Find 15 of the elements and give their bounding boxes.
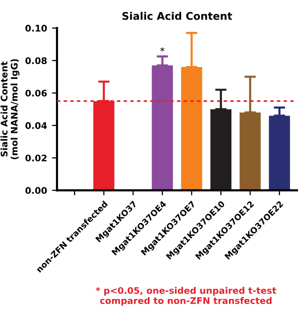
y-tick-label: 0.06 <box>25 90 47 97</box>
y-tick-label: 0.02 <box>25 154 46 162</box>
y-tick-label: 0.08 <box>25 57 47 64</box>
bar <box>210 109 232 190</box>
annotation: * <box>160 47 165 52</box>
text: * p<0.05, one-sided unpaired t-test compared to non-ZFN transfected <box>96 286 276 306</box>
y-tick-label: 0.00 <box>25 187 47 194</box>
y-tick-label: 0.04 <box>25 122 47 129</box>
bar <box>240 112 261 190</box>
bar <box>268 116 290 190</box>
chart-title: Sialic Acid Content <box>122 12 232 20</box>
y-tick-label: 0.10 <box>25 24 47 32</box>
bar <box>181 67 202 190</box>
y-axis-title: Sialic Acid Content (mol NANA/mol IgG) <box>0 59 20 160</box>
bar <box>152 65 173 190</box>
